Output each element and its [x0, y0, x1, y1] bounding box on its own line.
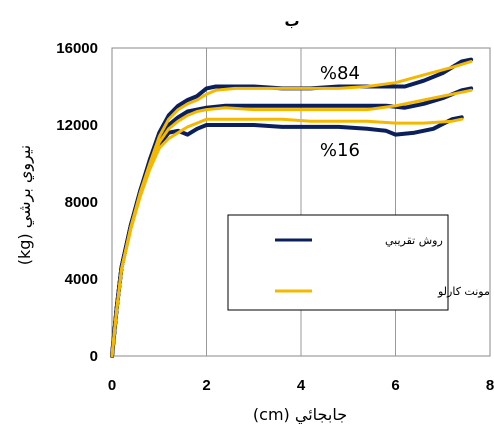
y-tick-label-0: 0	[90, 348, 98, 365]
legend: روش تقريبي شبيه سازي مونت كارلو	[227, 214, 494, 311]
x-axis-label: جابجائي (cm)	[253, 405, 347, 425]
annotation-16: %16	[320, 140, 360, 161]
x-tick-label-1: 2	[202, 377, 210, 394]
series-layer	[110, 57, 474, 358]
x-tick-label-3: 6	[391, 377, 399, 394]
x-tick-labels: 0 2 4 6 8	[108, 377, 494, 394]
legend-box	[227, 214, 449, 311]
x-tick-label-4: 8	[486, 377, 494, 394]
series-1-line-2	[110, 117, 464, 358]
y-tick-label-4: 16000	[56, 40, 98, 57]
y-axis-label: نيروي برشي (kg)	[15, 145, 35, 265]
legend-label-montecarlo: شبيه سازي مونت كارلو	[437, 285, 494, 298]
annotation-84: %84	[320, 63, 360, 84]
y-tick-label-2: 8000	[65, 194, 98, 211]
y-tick-labels: 0 4000 8000 12000 16000	[56, 40, 98, 365]
x-tick-label-2: 4	[297, 377, 306, 394]
legend-label-approx: روش تقريبي	[385, 234, 443, 247]
x-tick-label-0: 0	[108, 377, 116, 394]
y-tick-label-3: 12000	[56, 117, 98, 134]
chart-title: ب	[284, 12, 299, 30]
y-tick-label-1: 4000	[65, 271, 98, 288]
